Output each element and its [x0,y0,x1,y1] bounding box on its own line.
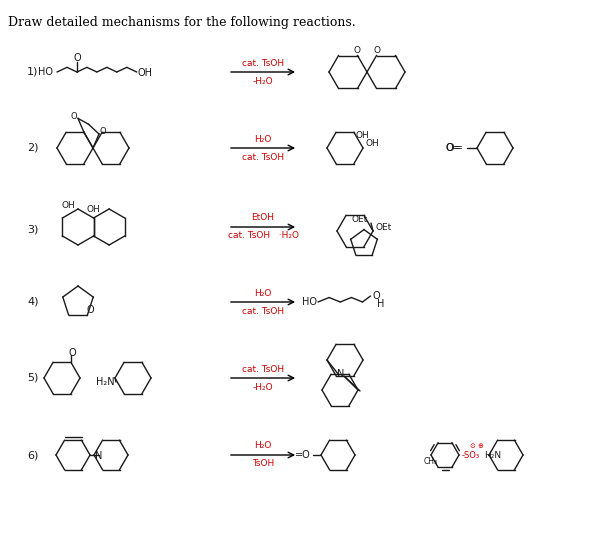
Text: OH: OH [138,68,153,78]
Text: ⊕: ⊕ [477,443,483,449]
Text: OEt: OEt [375,222,391,231]
Text: OEt: OEt [352,215,368,224]
Text: H₂N: H₂N [96,377,115,387]
Text: -SO₃: -SO₃ [462,450,480,459]
Text: H₂O: H₂O [255,135,272,144]
Text: TsOH: TsOH [252,459,274,469]
Text: H₂O: H₂O [255,289,272,298]
Text: -H₂O: -H₂O [253,77,273,86]
Text: OH: OH [365,139,379,147]
Text: H₂O: H₂O [255,442,272,450]
Text: N: N [337,369,345,379]
Text: cat. TsOH: cat. TsOH [242,59,284,67]
Text: O: O [373,291,380,301]
Text: CH₃: CH₃ [424,458,438,466]
Text: 4): 4) [27,297,38,307]
Text: O: O [374,46,381,55]
Text: Draw detailed mechanisms for the following reactions.: Draw detailed mechanisms for the followi… [8,16,356,29]
Text: OH: OH [62,201,75,210]
Text: 1): 1) [27,67,38,77]
Text: 2): 2) [27,143,38,153]
Text: ⊙: ⊙ [469,443,475,449]
Text: OH: OH [356,131,370,140]
Text: O: O [100,128,107,136]
Text: N: N [95,451,102,461]
Text: =O: =O [295,450,311,460]
Text: O: O [353,46,360,55]
Text: HO: HO [38,67,53,77]
Text: HO: HO [302,297,317,307]
Text: H: H [376,299,384,309]
Text: cat. TsOH: cat. TsOH [242,364,284,374]
Text: O: O [86,305,94,315]
Text: -H₂O: -H₂O [253,383,273,391]
Text: cat. TsOH   ·H₂O: cat. TsOH ·H₂O [228,231,298,241]
Text: O: O [68,348,76,358]
Text: 6): 6) [27,450,38,460]
Text: cat. TsOH: cat. TsOH [242,152,284,162]
Text: EtOH: EtOH [252,214,275,222]
Text: H₂N: H₂N [484,450,501,459]
Text: O=: O= [445,143,461,153]
Text: 5): 5) [27,373,38,383]
Text: cat. TsOH: cat. TsOH [242,306,284,316]
Text: O=: O= [445,143,463,153]
Text: O: O [73,53,81,63]
Text: OH: OH [86,205,100,215]
Text: 3): 3) [27,225,38,235]
Text: O: O [71,112,77,121]
